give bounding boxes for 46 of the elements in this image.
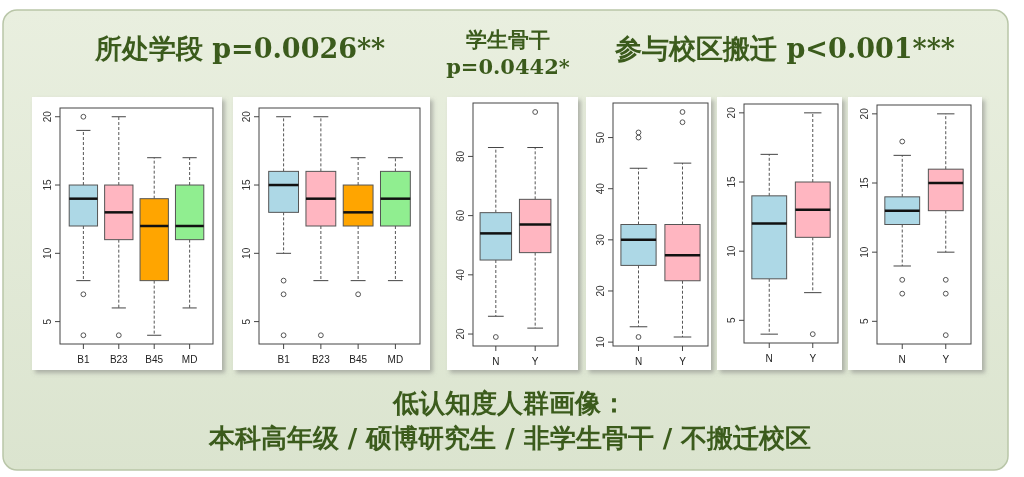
y-tick-label: 5 <box>42 318 53 325</box>
y-tick-label: 10 <box>241 247 252 259</box>
title: 参与校区搬迁 p<0.001*** <box>615 33 955 64</box>
y-tick-label: 15 <box>859 177 870 189</box>
y-tick-label: 5 <box>859 318 870 325</box>
y-tick-label: 30 <box>595 233 606 246</box>
x-tick-label: B45 <box>145 354 164 365</box>
x-tick-label: B45 <box>349 354 368 365</box>
x-tick-label: B23 <box>109 354 129 365</box>
y-tick-label: 40 <box>455 268 466 281</box>
y-tick-label: 20 <box>42 110 53 123</box>
x-tick-label: N <box>634 356 643 367</box>
y-tick-label: 10 <box>726 245 737 257</box>
y-tick-label: 10 <box>42 247 53 259</box>
y-tick-label: 20 <box>241 110 252 123</box>
text: 本科高年级 / 硕博研究生 / 非学生骨干 / 不搬迁校区 <box>207 423 812 453</box>
y-tick-label: 80 <box>455 150 466 162</box>
x-tick-label: B1 <box>277 354 291 365</box>
x-tick-label: Y <box>942 354 950 365</box>
text: 低认知度人群画像： <box>392 388 627 418</box>
y-tick-label: 40 <box>595 182 606 195</box>
y-tick-label: 15 <box>726 176 737 188</box>
y-tick-label: 15 <box>241 179 252 191</box>
x-tick-label: B23 <box>311 354 331 365</box>
y-tick-label: 60 <box>455 209 466 222</box>
y-tick-label: 20 <box>455 328 466 340</box>
x-tick-label: Y <box>679 356 687 367</box>
x-tick-label: Y <box>809 353 817 364</box>
y-tick-label: 20 <box>595 284 606 297</box>
x-tick-label: N <box>492 356 500 367</box>
x-tick-label: Y <box>531 356 539 367</box>
y-tick-label: 5 <box>241 318 252 325</box>
y-tick-label: 20 <box>726 106 737 119</box>
y-tick-label: 10 <box>859 246 870 258</box>
y-tick-label: 15 <box>42 179 53 191</box>
y-tick-label: 50 <box>595 131 606 144</box>
x-tick-label: N <box>765 353 773 364</box>
x-tick-label: N <box>898 354 906 365</box>
title: 所处学段 p=0.0026** <box>94 33 386 64</box>
x-tick-label: MD <box>181 354 198 365</box>
y-tick-label: 5 <box>726 317 737 324</box>
x-tick-label: B1 <box>77 354 90 365</box>
x-tick-label: MD <box>387 354 404 365</box>
title: 学生骨干 p=0.0442* <box>446 27 570 79</box>
y-tick-label: 10 <box>595 336 606 348</box>
y-tick-label: 20 <box>859 107 870 120</box>
